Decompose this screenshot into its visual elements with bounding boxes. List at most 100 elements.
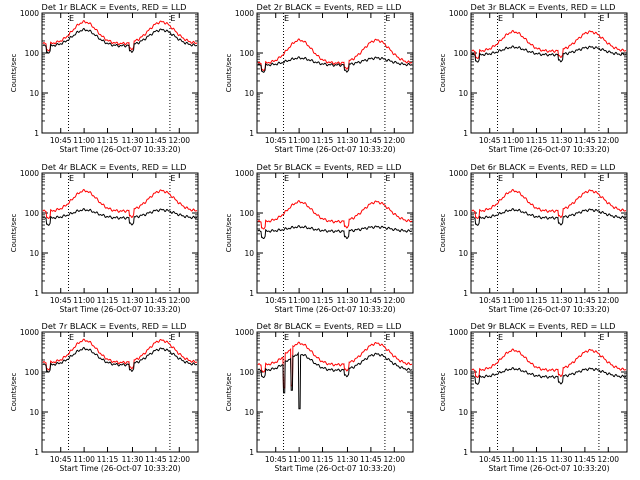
y-tick-label: 1	[463, 289, 468, 298]
y-tick-label: 10	[458, 89, 468, 98]
x-axis-label: Start Time (26-Oct-07 10:33:20)	[488, 464, 609, 473]
series-lld-line	[42, 19, 198, 52]
series-events-line	[42, 208, 198, 226]
y-tick-label: 1	[463, 448, 468, 457]
x-tick-label: 11:15	[312, 455, 334, 464]
x-tick-label: 11:00	[502, 136, 524, 145]
x-tick-label: 11:45	[145, 296, 167, 305]
x-tick-label: 12:00	[383, 455, 405, 464]
x-tick-label: 11:00	[288, 136, 310, 145]
series-lld-line	[257, 341, 413, 389]
chart-panel-8: Det 8r BLACK = Events, RED = LLD 1 10 100 10…	[225, 321, 414, 473]
event-marker-label: E	[599, 14, 604, 23]
y-tick-label: 100	[454, 209, 469, 218]
x-tick-label: 10:45	[265, 296, 287, 305]
event-marker-label: E	[385, 14, 390, 23]
x-tick-label: 10:45	[50, 136, 72, 145]
x-tick-label: 11:45	[145, 455, 167, 464]
x-tick-label: 11:30	[551, 296, 573, 305]
x-tick-label: 11:00	[73, 296, 95, 305]
x-tick-label: 11:00	[288, 296, 310, 305]
x-tick-label: 11:30	[122, 296, 144, 305]
series-events-line	[471, 45, 627, 63]
x-tick-label: 11:30	[337, 296, 359, 305]
chart-panel-2: Det 2r BLACK = Events, RED = LLD 1 10 100 10…	[225, 2, 414, 154]
x-tick-label: 11:00	[288, 455, 310, 464]
x-tick-label: 10:45	[50, 296, 72, 305]
x-tick-label: 11:15	[97, 136, 119, 145]
series-lld-line	[42, 188, 198, 219]
chart-title: Det 6r BLACK = Events, RED = LLD	[471, 162, 616, 172]
x-tick-label: 12:00	[383, 296, 405, 305]
chart-title: Det 4r BLACK = Events, RED = LLD	[42, 162, 187, 172]
chart-panel-6: Det 6r BLACK = Events, RED = LLD 1 10 100 10…	[439, 162, 628, 314]
x-axis-label: Start Time (26-Oct-07 10:33:20)	[488, 305, 609, 314]
event-marker-label: E	[170, 14, 175, 23]
x-tick-label: 11:15	[97, 296, 119, 305]
chart-panel-9: Det 9r BLACK = Events, RED = LLD 1 10 100 10…	[439, 321, 628, 473]
chart-panel-5: Det 5r BLACK = Events, RED = LLD 1 10 100 10…	[225, 162, 414, 314]
series-events-line	[257, 351, 413, 410]
x-tick-label: 10:45	[265, 136, 287, 145]
x-tick-label: 10:45	[265, 455, 287, 464]
event-marker-label: E	[498, 174, 503, 183]
y-tick-label: 1000	[20, 169, 39, 178]
event-marker-label: E	[284, 174, 289, 183]
x-tick-label: 10:45	[479, 136, 501, 145]
y-axis-label: Counts/sec	[439, 54, 447, 93]
y-tick-label: 1000	[449, 169, 468, 178]
x-tick-label: 11:15	[97, 455, 119, 464]
y-tick-label: 1000	[235, 9, 254, 18]
chart-title: Det 9r BLACK = Events, RED = LLD	[471, 321, 616, 331]
x-tick-label: 11:30	[122, 136, 144, 145]
x-tick-label: 11:30	[337, 455, 359, 464]
x-tick-label: 12:00	[168, 455, 190, 464]
y-tick-label: 1000	[20, 328, 39, 337]
y-tick-label: 1	[249, 129, 254, 138]
y-tick-label: 100	[240, 209, 255, 218]
chart-title: Det 1r BLACK = Events, RED = LLD	[42, 2, 187, 12]
y-tick-label: 10	[458, 249, 468, 258]
x-tick-label: 12:00	[597, 455, 619, 464]
y-tick-label: 100	[454, 49, 469, 58]
y-tick-label: 10	[29, 89, 39, 98]
event-marker-label: E	[599, 174, 604, 183]
plot-frame	[41, 172, 199, 294]
y-axis-label: Counts/sec	[225, 214, 233, 253]
event-marker-label: E	[599, 333, 604, 342]
y-tick-label: 10	[244, 249, 254, 258]
x-tick-label: 11:30	[551, 455, 573, 464]
series-events-line	[42, 346, 198, 373]
y-tick-label: 10	[29, 249, 39, 258]
chart-panel-7: Det 7r BLACK = Events, RED = LLD 1 10 100 10…	[10, 321, 199, 473]
x-tick-label: 12:00	[168, 296, 190, 305]
y-tick-label: 10	[29, 408, 39, 417]
x-tick-label: 11:30	[122, 455, 144, 464]
y-tick-label: 1000	[449, 9, 468, 18]
y-axis-label: Counts/sec	[10, 214, 18, 253]
x-axis-label: Start Time (26-Oct-07 10:33:20)	[488, 145, 609, 154]
event-marker-label: E	[498, 333, 503, 342]
x-tick-label: 11:45	[574, 136, 596, 145]
chart-title: Det 2r BLACK = Events, RED = LLD	[257, 2, 402, 12]
x-tick-label: 11:30	[337, 136, 359, 145]
y-tick-label: 1000	[235, 328, 254, 337]
x-tick-label: 11:15	[312, 296, 334, 305]
event-marker-label: E	[170, 174, 175, 183]
event-marker-label: E	[69, 174, 74, 183]
plot-frame	[470, 331, 628, 453]
y-tick-label: 100	[25, 49, 40, 58]
chart-panel-1: Det 1r BLACK = Events, RED = LLD 1 10 100 10…	[10, 2, 199, 154]
x-tick-label: 11:15	[526, 136, 548, 145]
event-marker-label: E	[498, 14, 503, 23]
plot-frame	[41, 331, 199, 453]
y-tick-label: 1	[34, 289, 39, 298]
y-tick-label: 1000	[449, 328, 468, 337]
series-events-line	[257, 225, 413, 240]
x-axis-label: Start Time (26-Oct-07 10:33:20)	[59, 305, 180, 314]
x-axis-label: Start Time (26-Oct-07 10:33:20)	[274, 145, 395, 154]
series-events-line	[257, 56, 413, 73]
series-lld-line	[257, 38, 413, 71]
series-lld-line	[471, 188, 627, 219]
